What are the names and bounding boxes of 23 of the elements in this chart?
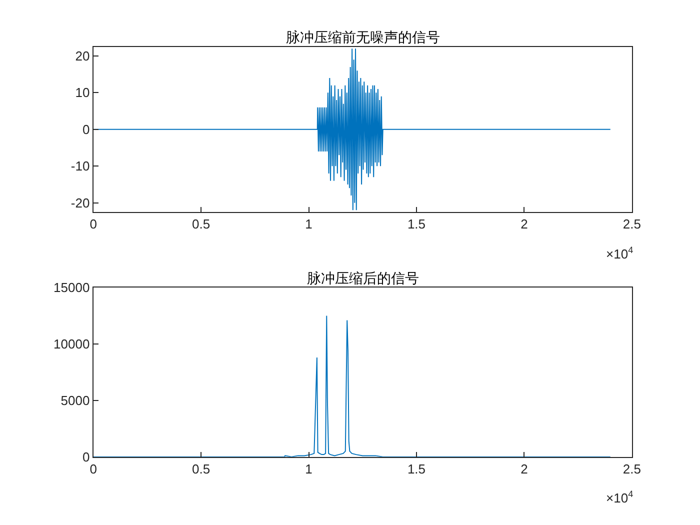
text: ×10$^{4}$: [606, 245, 634, 262]
y-tick-label: 0: [82, 449, 90, 464]
x-tick-label: 0.5: [192, 216, 210, 232]
x-tick-label: 1: [305, 216, 312, 232]
x-tick-label: 2.5: [622, 461, 641, 476]
text: ×10$^{4}$: [606, 489, 634, 506]
x-tick-label: 1.5: [407, 461, 426, 476]
x-tick-label: 2: [520, 461, 528, 476]
x-tick-label: 2.5: [622, 216, 641, 232]
y-tick-label: -10: [70, 158, 90, 174]
y-tick-label: 10000: [54, 336, 90, 352]
y-tick-label: 0: [82, 122, 90, 137]
x-tick-label: 1.5: [407, 216, 426, 232]
chart-title: 脉冲压缩后的信号: [307, 270, 419, 286]
y-tick-label: 20: [75, 48, 90, 64]
chart-title: 脉冲压缩前无噪声的信号: [286, 29, 440, 45]
x-tick-label: 0.5: [192, 461, 210, 476]
x-tick-label: 1: [305, 461, 312, 476]
y-tick-label: 15000: [54, 280, 90, 296]
y-tick-label: 5000: [60, 392, 90, 408]
y-tick-label: -20: [70, 195, 90, 210]
x-tick-label: 2: [520, 216, 528, 232]
y-tick-label: 10: [75, 85, 90, 100]
